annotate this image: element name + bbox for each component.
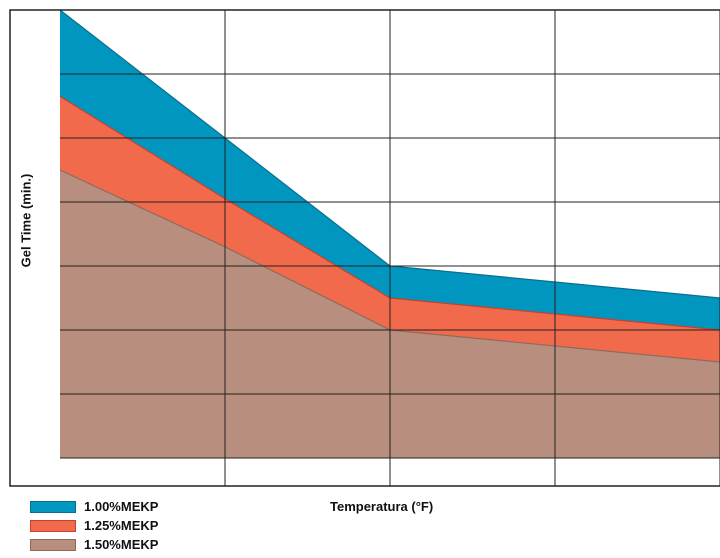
legend-swatch bbox=[30, 500, 76, 513]
frame-border bbox=[9, 9, 720, 487]
legend-swatch bbox=[30, 519, 76, 532]
legend-label: 1.00%MEKP bbox=[84, 499, 159, 514]
legend-label: 1.50%MEKP bbox=[84, 537, 159, 552]
legend-swatch bbox=[30, 538, 76, 551]
legend-item: 1.50%MEKP bbox=[30, 535, 158, 554]
legend-item: 1.00%MEKP bbox=[30, 497, 158, 516]
legend-label: 1.25%MEKP bbox=[84, 518, 159, 533]
y-axis-label: Gel Time (min.) bbox=[18, 173, 34, 268]
x-axis-label: Temperatura (°F) bbox=[330, 499, 434, 514]
legend-item: 1.25%MEKP bbox=[30, 516, 158, 535]
legend: 1.00%MEKP 1.25%MEKP 1.50%MEKP bbox=[30, 497, 158, 554]
chart-frame bbox=[9, 9, 720, 487]
